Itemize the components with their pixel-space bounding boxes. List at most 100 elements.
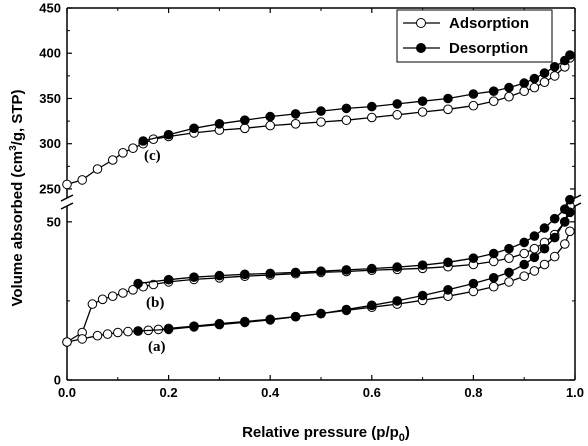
data-point-adsorption xyxy=(519,271,530,282)
series-c-desorption xyxy=(138,50,575,146)
x-axis-label-end: ) xyxy=(405,424,410,441)
data-point-adsorption xyxy=(504,253,514,264)
data-point-desorption xyxy=(316,106,326,116)
data-point-desorption xyxy=(189,272,199,283)
data-point-desorption xyxy=(560,217,570,227)
data-point-desorption xyxy=(504,82,514,93)
data-point-desorption xyxy=(549,213,560,224)
data-point-adsorption xyxy=(62,179,72,190)
data-point-desorption xyxy=(163,324,174,335)
data-point-desorption xyxy=(560,55,570,66)
data-point-desorption xyxy=(529,252,540,263)
data-point-desorption xyxy=(290,311,301,322)
data-point-desorption xyxy=(163,274,174,285)
x-tick-label: 0.4 xyxy=(261,385,280,400)
data-point-adsorption xyxy=(519,248,530,259)
series-a-desorption xyxy=(133,207,575,336)
data-point-adsorption xyxy=(77,334,87,344)
data-point-adsorption xyxy=(97,294,108,305)
data-point-adsorption xyxy=(118,288,128,298)
data-point-desorption xyxy=(443,285,453,295)
data-point-adsorption xyxy=(367,112,377,123)
data-point-desorption xyxy=(133,326,143,336)
x-axis-ticks: 0.0 0.2 0.4 0.6 0.8 1.0 xyxy=(58,8,584,400)
legend-marker-adsorption xyxy=(416,18,426,28)
data-point-desorption xyxy=(417,96,428,106)
data-point-desorption xyxy=(539,68,550,78)
data-point-desorption xyxy=(240,115,250,125)
data-point-adsorption xyxy=(529,243,540,254)
legend-label-desorption: Desorption xyxy=(449,40,528,57)
x-tick-label: 0.2 xyxy=(160,385,178,400)
data-point-desorption xyxy=(214,319,225,330)
annotation-c: (c) xyxy=(144,148,161,164)
data-point-desorption xyxy=(443,257,453,268)
data-point-adsorption xyxy=(549,71,560,81)
legend: Adsorption Desorption xyxy=(396,9,553,63)
data-point-desorption xyxy=(163,129,174,140)
data-point-desorption xyxy=(468,89,479,99)
y-tick-label: 250 xyxy=(39,181,61,196)
y-axis-label-end: /g, STP) xyxy=(9,90,26,146)
data-point-desorption xyxy=(392,262,403,272)
axis-break-mark-left-2 xyxy=(60,202,74,210)
data-point-desorption xyxy=(392,296,403,306)
annotation-a: (a) xyxy=(148,339,166,355)
data-point-adsorption xyxy=(488,281,499,292)
y-axis-label-superscript: 3 xyxy=(8,145,19,151)
legend-marker-desorption xyxy=(416,43,426,53)
data-point-desorption xyxy=(529,73,540,84)
series-line-c-desorption xyxy=(143,54,571,142)
data-point-desorption xyxy=(417,290,428,301)
data-point-desorption xyxy=(549,62,560,72)
data-point-desorption xyxy=(240,269,250,280)
data-point-adsorption xyxy=(113,327,123,338)
data-point-desorption xyxy=(316,266,326,277)
data-point-adsorption xyxy=(549,251,560,262)
data-point-desorption xyxy=(240,317,250,328)
data-point-adsorption xyxy=(488,256,499,267)
data-point-desorption xyxy=(189,123,199,134)
data-point-adsorption xyxy=(417,107,428,117)
data-point-desorption xyxy=(341,304,352,315)
data-point-adsorption xyxy=(107,155,118,165)
data-point-desorption xyxy=(290,109,301,119)
data-point-adsorption xyxy=(77,175,87,185)
y-tick-label: 350 xyxy=(39,91,61,106)
data-point-adsorption xyxy=(529,266,540,276)
data-point-adsorption xyxy=(107,291,118,302)
x-axis-label: Relative pressure (p/p0) xyxy=(242,424,410,444)
data-point-desorption xyxy=(468,278,479,289)
legend-label-adsorption: Adsorption xyxy=(449,15,529,32)
data-point-desorption xyxy=(189,322,199,332)
series-b-desorption xyxy=(133,194,575,289)
data-point-adsorption xyxy=(92,330,103,341)
data-point-adsorption xyxy=(118,148,128,158)
data-point-desorption xyxy=(488,273,499,283)
data-point-adsorption xyxy=(529,82,540,93)
data-point-adsorption xyxy=(102,329,113,339)
data-point-adsorption xyxy=(123,326,133,337)
data-point-desorption xyxy=(265,315,276,325)
data-point-desorption xyxy=(341,265,352,275)
data-point-desorption xyxy=(367,101,377,112)
data-point-desorption xyxy=(133,278,143,289)
data-point-desorption xyxy=(443,93,453,104)
data-point-adsorption xyxy=(468,286,479,297)
data-point-adsorption xyxy=(128,143,138,153)
x-axis-label-subscript: 0 xyxy=(399,432,405,444)
data-point-adsorption xyxy=(265,120,276,131)
x-tick-label: 0.8 xyxy=(464,385,482,400)
data-point-desorption xyxy=(488,248,499,259)
data-point-adsorption xyxy=(316,117,326,127)
annotation-b: (b) xyxy=(146,295,164,311)
data-point-desorption xyxy=(565,194,575,205)
x-tick-label: 0.6 xyxy=(363,385,381,400)
y-tick-label: 50 xyxy=(47,214,61,229)
data-point-desorption xyxy=(316,308,326,319)
x-tick-label: 0.0 xyxy=(58,385,76,400)
data-point-desorption xyxy=(565,207,575,218)
data-point-desorption xyxy=(290,267,301,278)
data-point-adsorption xyxy=(87,299,98,309)
data-point-adsorption xyxy=(488,96,499,106)
